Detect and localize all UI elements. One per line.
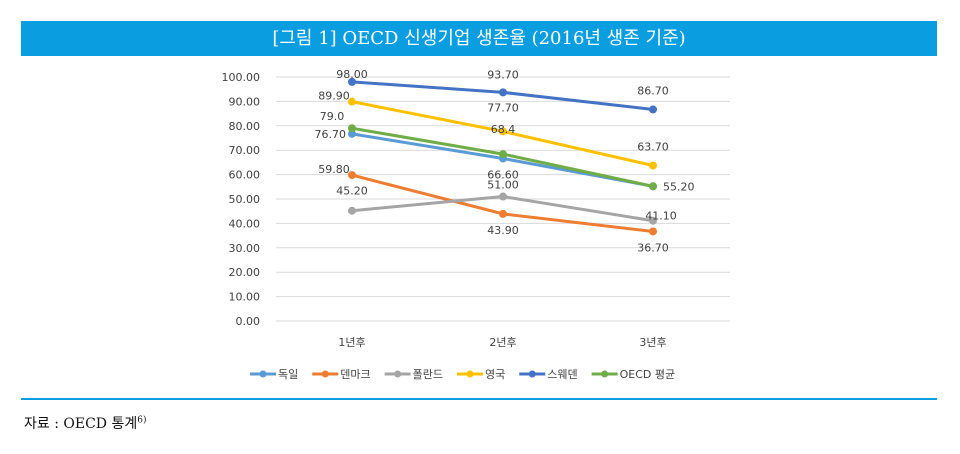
y-tick-label: 90.00 bbox=[229, 95, 261, 108]
data-label: 76.70 bbox=[315, 128, 347, 141]
y-tick-label: 50.00 bbox=[229, 193, 261, 206]
legend-marker bbox=[321, 370, 329, 378]
data-label: 89.90 bbox=[318, 90, 350, 103]
data-label: 51.00 bbox=[487, 179, 519, 192]
data-point bbox=[649, 216, 657, 225]
y-tick-label: 20.00 bbox=[229, 266, 261, 279]
data-label: 79.0 bbox=[320, 110, 345, 123]
data-point bbox=[348, 77, 356, 86]
data-label: 59.80 bbox=[318, 163, 350, 176]
data-label: 41.10 bbox=[645, 210, 677, 223]
legend-label: 덴마크 bbox=[340, 368, 370, 381]
y-tick-label: 10.00 bbox=[229, 291, 261, 304]
legend-marker bbox=[394, 370, 402, 378]
y-tick-label: 30.00 bbox=[229, 242, 261, 255]
y-tick-label: 60.00 bbox=[229, 169, 261, 182]
data-label: 55.20 bbox=[663, 180, 695, 193]
data-label: 66.60 bbox=[487, 168, 519, 181]
data-label: 86.70 bbox=[637, 84, 669, 97]
y-tick-label: 100.00 bbox=[222, 71, 261, 84]
legend-marker bbox=[466, 370, 474, 378]
y-tick-label: 70.00 bbox=[229, 144, 261, 157]
data-point bbox=[499, 150, 507, 159]
source-text: 자료 : OECD 통계 bbox=[24, 416, 138, 432]
data-point bbox=[348, 171, 356, 180]
x-tick-label: 2년후 bbox=[489, 336, 516, 349]
data-label: 63.70 bbox=[637, 141, 669, 154]
x-tick-label: 3년후 bbox=[639, 336, 666, 349]
data-label: 45.20 bbox=[336, 185, 368, 198]
data-point bbox=[348, 124, 356, 133]
data-label: 36.70 bbox=[637, 241, 669, 254]
legend-label: OECD 평균 bbox=[620, 368, 676, 381]
y-tick-label: 80.00 bbox=[229, 120, 261, 133]
data-label: 77.70 bbox=[487, 101, 519, 114]
data-point bbox=[499, 88, 507, 97]
y-tick-label: 40.00 bbox=[229, 217, 261, 230]
data-point bbox=[348, 97, 356, 106]
data-point bbox=[348, 206, 356, 215]
data-point bbox=[499, 209, 507, 218]
legend-label: 스웨덴 bbox=[547, 368, 577, 381]
data-point bbox=[649, 227, 657, 236]
legend-marker bbox=[528, 370, 536, 378]
data-label: 43.90 bbox=[487, 224, 519, 237]
data-label: 68.4 bbox=[491, 123, 516, 136]
source-note: 자료 : OECD 통계6) bbox=[24, 413, 146, 433]
data-label: 98.00 bbox=[336, 68, 368, 81]
data-point bbox=[499, 127, 507, 136]
data-point bbox=[499, 192, 507, 201]
figure-title: [그림 1] OECD 신생기업 생존율 (2016년 생존 기준) bbox=[21, 21, 937, 56]
legend-marker bbox=[259, 370, 267, 378]
legend-label: 영국 bbox=[485, 368, 505, 381]
legend-marker bbox=[601, 370, 609, 378]
data-point bbox=[649, 105, 657, 114]
x-tick-label: 1년후 bbox=[338, 336, 365, 349]
data-point bbox=[649, 182, 657, 191]
data-point bbox=[348, 129, 356, 138]
legend-label: 독일 bbox=[278, 367, 298, 381]
legend-label: 폴란드 bbox=[413, 368, 443, 381]
footnote-ref: 6) bbox=[137, 415, 147, 426]
divider bbox=[21, 398, 937, 400]
data-point bbox=[649, 161, 657, 170]
data-label: 93.70 bbox=[487, 68, 519, 81]
y-tick-label: 0.00 bbox=[236, 315, 261, 328]
